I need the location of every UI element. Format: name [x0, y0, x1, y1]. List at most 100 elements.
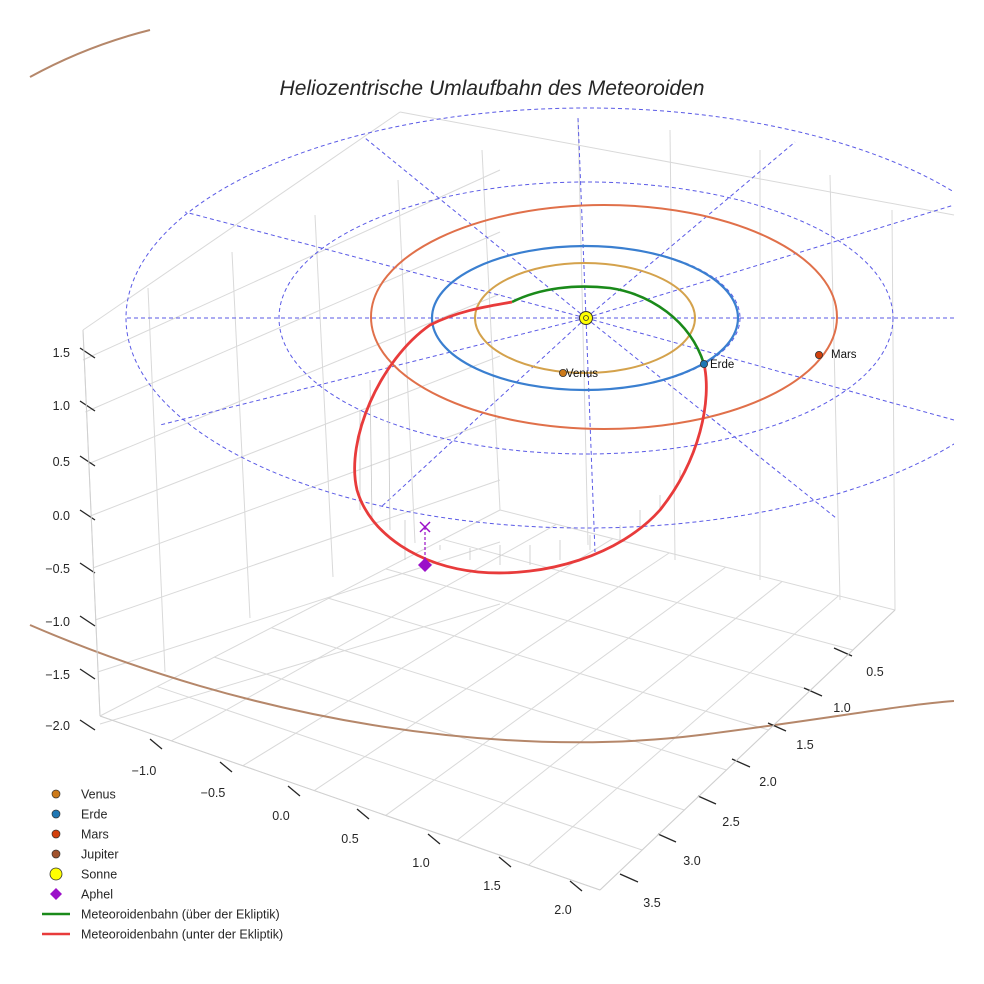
x-tick-label: 0.0: [272, 809, 289, 823]
grid-line: [314, 214, 334, 578]
earth-marker: [700, 359, 709, 368]
legend-item: Aphel: [50, 888, 113, 902]
grid-line: [385, 568, 811, 691]
grid-line: [97, 541, 501, 673]
ecliptic-grid: [125, 107, 954, 553]
grid-line: [94, 479, 501, 621]
grid-line: [314, 552, 670, 791]
legend: Venus Erde Mars Jupiter Sonne Aphel Meteoroide…: [42, 788, 283, 942]
y-tick-label: 2.5: [722, 815, 739, 829]
grid-line: [171, 523, 557, 742]
x-tick: [498, 856, 512, 868]
ecliptic-ray: [159, 317, 587, 426]
y-tick-label: 2.0: [759, 775, 776, 789]
grid-line: [156, 686, 643, 851]
legend-item: Jupiter: [51, 848, 119, 862]
legend-label: Aphel: [81, 888, 113, 902]
grid-line: [99, 603, 501, 725]
mars-label: Mars: [831, 349, 857, 361]
meteoroid-orbit-below: [353, 300, 708, 575]
grid-line: [399, 111, 955, 216]
x-tick: [569, 880, 583, 892]
grid-line: [90, 355, 501, 517]
legend-label: Erde: [81, 808, 107, 822]
x-tick: [427, 833, 441, 845]
ecliptic-ray: [585, 317, 837, 519]
x-tick: [149, 738, 163, 750]
grid-line: [82, 169, 501, 361]
legend-item: Meteoroidenbahn (über der Ekliptik): [42, 908, 280, 922]
grid-line: [271, 627, 727, 771]
venus-label: Venus: [566, 368, 598, 380]
legend-label: Jupiter: [81, 848, 119, 862]
y-tick-label: 1.5: [796, 738, 813, 752]
y-tick-label: 0.5: [866, 665, 883, 679]
y-tick: [767, 722, 787, 732]
legend-label: Sonne: [81, 868, 117, 882]
grid-line: [147, 287, 166, 673]
chart-title: Heliozentrische Umlaufbahn des Meteoroid…: [280, 77, 705, 100]
earth-label: Erde: [710, 359, 734, 371]
ecliptic-ray: [364, 137, 587, 319]
x-axis: −1.0 −0.5 0.0 0.5 1.0 1.5 2.0: [99, 715, 601, 917]
grid-line: [891, 209, 896, 611]
z-tick-label: 1.5: [53, 346, 70, 360]
z-tick-label: 1.0: [53, 399, 70, 413]
z-tick: [79, 347, 96, 359]
legend-item: Venus: [51, 788, 116, 802]
grid-line: [456, 581, 783, 841]
legend-marker: [49, 867, 63, 881]
x-tick-label: 2.0: [554, 903, 571, 917]
legend-label: Meteoroidenbahn (unter der Ekliptik): [81, 928, 283, 942]
z-tick: [79, 668, 96, 680]
grid-line: [82, 111, 401, 331]
ecliptic-ray: [585, 204, 954, 319]
z-tick: [79, 400, 96, 412]
legend-item: Mars: [51, 828, 109, 842]
legend-marker: [51, 789, 61, 799]
z-tick: [79, 509, 96, 521]
y-tick: [803, 687, 823, 697]
jupiter-orbit: [29, 29, 954, 744]
grid-line: [829, 174, 841, 601]
z-tick: [79, 615, 96, 627]
grid-line: [397, 179, 416, 544]
z-tick-label: −1.5: [45, 668, 70, 682]
z-tick-label: −1.0: [45, 615, 70, 629]
grid-line: [528, 595, 839, 866]
ecliptic-circle-3au: [125, 107, 954, 529]
grid-line: [92, 417, 501, 569]
y-tick-label: 3.5: [643, 896, 660, 910]
ecliptic-ray: [585, 141, 796, 319]
venus-orbit: [474, 262, 696, 374]
venus-marker: [559, 368, 568, 377]
x-tick-label: 1.0: [412, 856, 429, 870]
x-tick-label: 1.5: [483, 879, 500, 893]
legend-marker: [50, 888, 62, 900]
legend-marker: [51, 829, 61, 839]
legend-label: Meteoroidenbahn (über der Ekliptik): [81, 908, 280, 922]
z-axis: 1.5 1.0 0.5 0.0 −0.5 −1.0 −1.5 −2.0: [45, 329, 101, 733]
x-tick: [219, 761, 233, 773]
legend-label: Venus: [81, 788, 116, 802]
legend-marker: [51, 849, 61, 859]
ecliptic-ray: [585, 317, 954, 421]
x-tick: [356, 808, 370, 820]
y-tick: [731, 758, 751, 768]
z-tick-label: 0.0: [53, 509, 70, 523]
z-axis-line: [82, 329, 101, 717]
legend-marker: [51, 809, 61, 819]
x-tick-label: 0.5: [341, 832, 358, 846]
grid-line: [328, 597, 769, 731]
drop-line: [387, 364, 391, 531]
earth-orbit: [430, 244, 740, 392]
grid-line: [499, 509, 896, 611]
meteoroid-orbit-above: [511, 285, 706, 365]
z-tick-label: 0.5: [53, 455, 70, 469]
grid-line: [577, 117, 589, 546]
x-tick-label: −1.0: [132, 764, 157, 778]
y-tick-label: 3.0: [683, 854, 700, 868]
grid-line: [231, 251, 251, 619]
grid-line: [214, 656, 685, 811]
